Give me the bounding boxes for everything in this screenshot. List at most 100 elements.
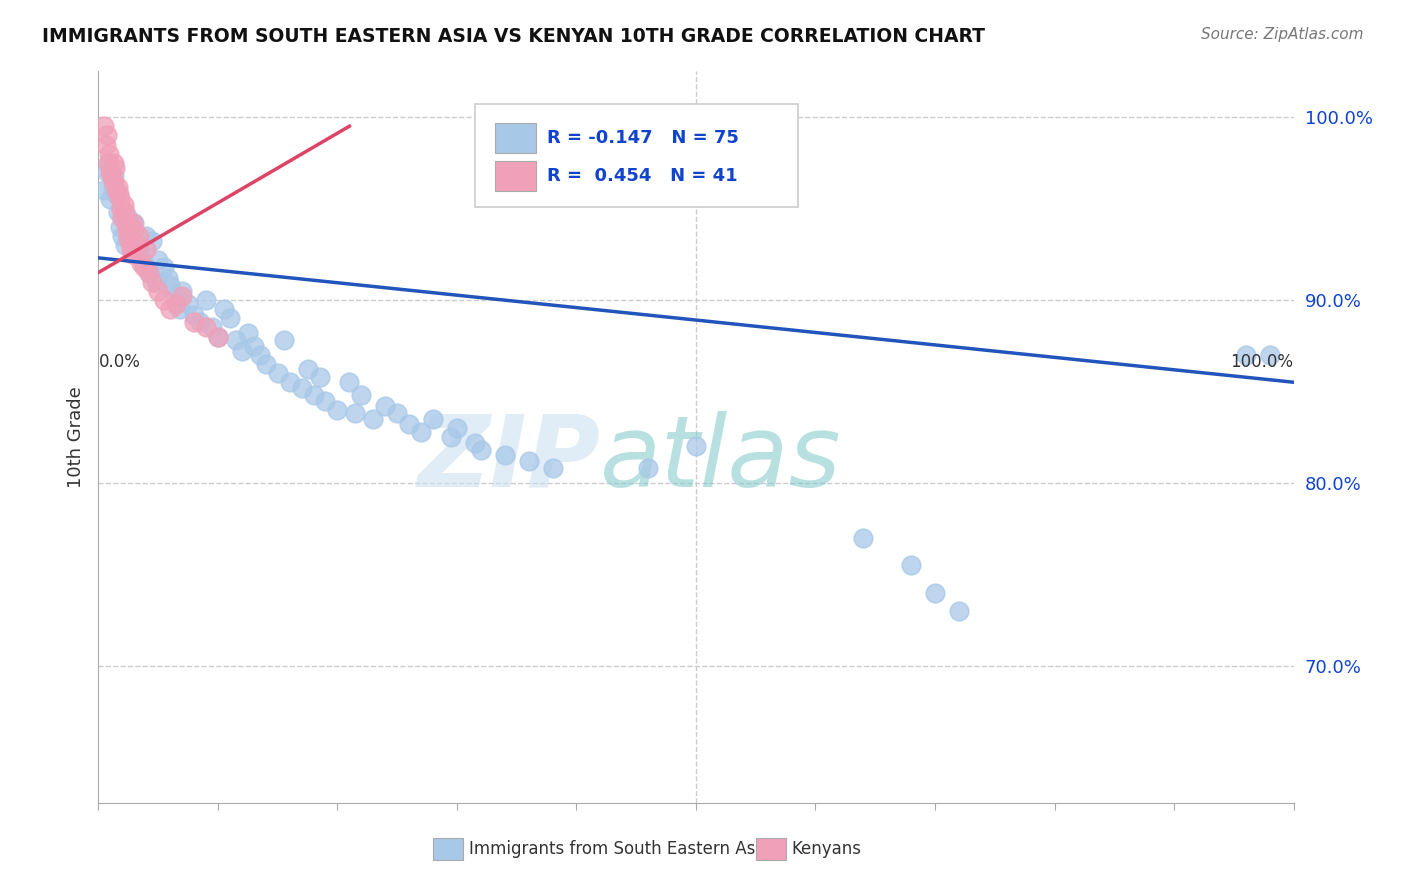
- Point: [195, 320, 218, 334]
- Point: [225, 333, 247, 347]
- Point: [924, 585, 946, 599]
- Text: IMMIGRANTS FROM SOUTH EASTERN ASIA VS KENYAN 10TH GRADE CORRELATION CHART: IMMIGRANTS FROM SOUTH EASTERN ASIA VS KE…: [42, 27, 986, 45]
- Point: [138, 265, 160, 279]
- Point: [93, 183, 115, 197]
- Point: [165, 296, 187, 310]
- Point: [96, 128, 118, 143]
- Point: [101, 179, 124, 194]
- Point: [398, 417, 420, 432]
- Point: [254, 357, 277, 371]
- Point: [141, 275, 163, 289]
- Point: [207, 329, 229, 343]
- Point: [131, 256, 153, 270]
- Point: [385, 406, 409, 420]
- Point: [101, 174, 124, 188]
- Point: [517, 454, 540, 468]
- Point: [1234, 348, 1257, 362]
- Point: [231, 344, 253, 359]
- Point: [104, 161, 127, 176]
- Point: [183, 308, 205, 322]
- Point: [121, 247, 143, 261]
- Point: [122, 216, 145, 230]
- Point: [852, 531, 875, 545]
- Point: [350, 388, 373, 402]
- Point: [128, 228, 150, 243]
- Text: R = -0.147   N = 75: R = -0.147 N = 75: [547, 129, 738, 147]
- Point: [145, 275, 167, 289]
- Point: [107, 186, 129, 201]
- Point: [111, 211, 134, 225]
- Point: [103, 155, 125, 169]
- Point: [105, 183, 128, 197]
- Y-axis label: 10th Grade: 10th Grade: [66, 386, 84, 488]
- Point: [114, 205, 136, 219]
- Point: [494, 448, 516, 462]
- FancyBboxPatch shape: [756, 838, 786, 860]
- Text: ZIP: ZIP: [418, 410, 600, 508]
- Point: [446, 421, 468, 435]
- Point: [105, 186, 128, 201]
- Point: [112, 198, 135, 212]
- Point: [103, 169, 125, 183]
- Point: [115, 223, 138, 237]
- Point: [177, 296, 200, 310]
- Point: [138, 265, 160, 279]
- Point: [195, 293, 218, 307]
- Point: [93, 119, 115, 133]
- Point: [273, 333, 295, 347]
- Point: [153, 260, 176, 274]
- Point: [124, 223, 146, 237]
- Point: [243, 338, 266, 352]
- Point: [900, 558, 922, 573]
- Point: [97, 155, 120, 169]
- Point: [108, 192, 131, 206]
- Point: [129, 247, 152, 261]
- Point: [236, 326, 259, 340]
- Point: [118, 235, 141, 249]
- Point: [541, 461, 564, 475]
- Point: [297, 362, 319, 376]
- Point: [374, 399, 396, 413]
- Point: [120, 242, 142, 256]
- Point: [125, 238, 148, 252]
- Point: [344, 406, 367, 420]
- Point: [201, 320, 224, 334]
- Text: 0.0%: 0.0%: [98, 353, 141, 371]
- Point: [107, 179, 129, 194]
- Point: [124, 216, 146, 230]
- Point: [132, 256, 155, 270]
- Point: [1258, 348, 1281, 362]
- Point: [278, 375, 301, 389]
- Point: [948, 604, 970, 618]
- Point: [98, 192, 122, 206]
- Point: [411, 425, 433, 439]
- Point: [117, 228, 139, 243]
- Text: atlas: atlas: [600, 410, 842, 508]
- Point: [302, 388, 325, 402]
- Point: [98, 146, 121, 161]
- Point: [172, 284, 194, 298]
- Point: [135, 228, 157, 243]
- Point: [440, 430, 463, 444]
- Point: [153, 293, 176, 307]
- Text: 100.0%: 100.0%: [1230, 353, 1294, 371]
- Point: [339, 375, 361, 389]
- Point: [111, 228, 134, 243]
- FancyBboxPatch shape: [495, 122, 536, 153]
- Point: [115, 216, 138, 230]
- Point: [308, 369, 330, 384]
- Text: R =  0.454   N = 41: R = 0.454 N = 41: [547, 167, 737, 185]
- Point: [685, 439, 707, 453]
- Point: [132, 260, 155, 274]
- Point: [315, 393, 337, 408]
- Point: [100, 169, 122, 183]
- Point: [107, 205, 129, 219]
- Point: [267, 366, 290, 380]
- Point: [464, 435, 486, 450]
- Point: [121, 223, 143, 237]
- Text: Kenyans: Kenyans: [792, 840, 862, 858]
- Point: [159, 278, 181, 293]
- Point: [212, 301, 235, 316]
- Point: [148, 284, 170, 298]
- Point: [249, 348, 271, 362]
